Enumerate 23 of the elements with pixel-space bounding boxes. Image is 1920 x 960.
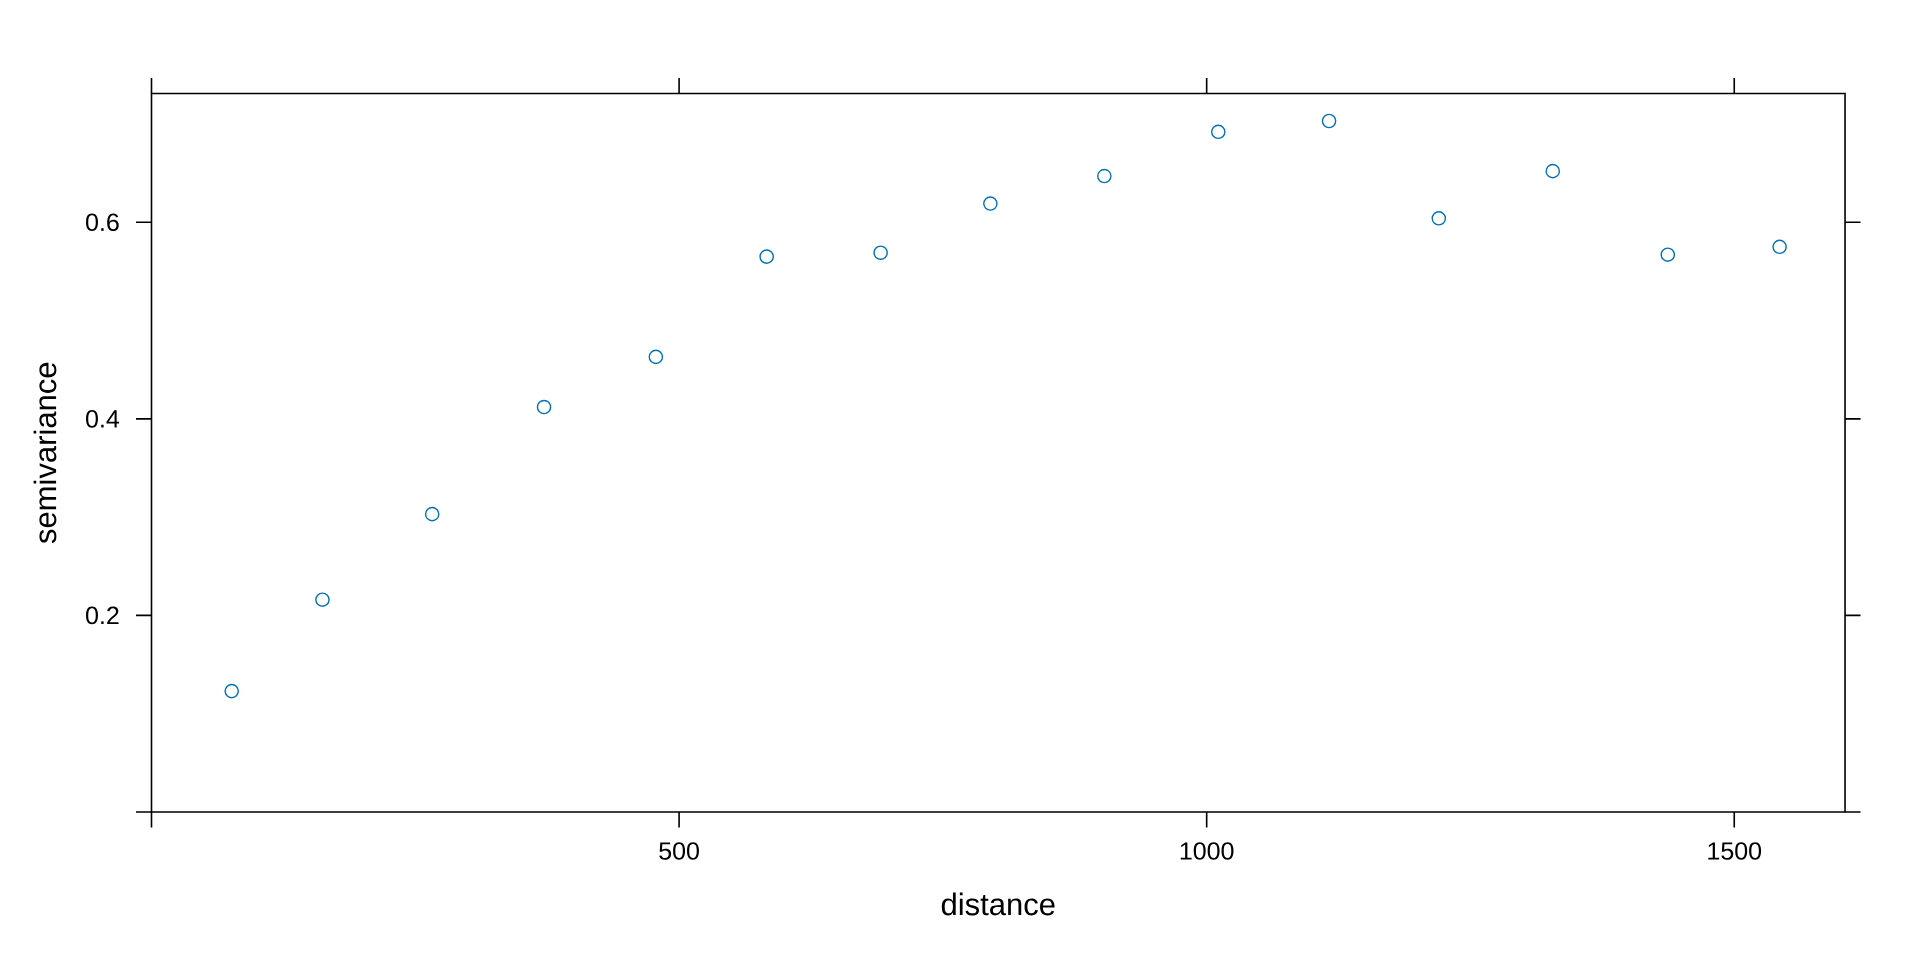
point xyxy=(1660,247,1676,262)
point xyxy=(536,399,552,415)
point xyxy=(315,592,330,607)
point xyxy=(424,506,440,522)
point xyxy=(224,683,239,699)
y-tick-label: 0.4 xyxy=(86,409,120,428)
x-axis-title: distance xyxy=(941,892,1055,916)
y-tick-label: 0.6 xyxy=(86,213,119,232)
point xyxy=(1210,124,1226,140)
x-tick-label: 500 xyxy=(659,842,699,860)
point xyxy=(1545,163,1561,179)
y-tick-label: 0.2 xyxy=(86,606,119,625)
point xyxy=(1772,239,1787,255)
point xyxy=(1097,168,1112,184)
point xyxy=(1431,211,1447,226)
point xyxy=(983,196,998,211)
point xyxy=(1321,113,1337,129)
point xyxy=(648,349,664,365)
x-tick-label: 1500 xyxy=(1708,842,1762,860)
point xyxy=(873,245,888,261)
x-tick-label: 1000 xyxy=(1180,842,1234,860)
y-axis-title: semivariance xyxy=(33,362,57,544)
point xyxy=(759,249,774,264)
